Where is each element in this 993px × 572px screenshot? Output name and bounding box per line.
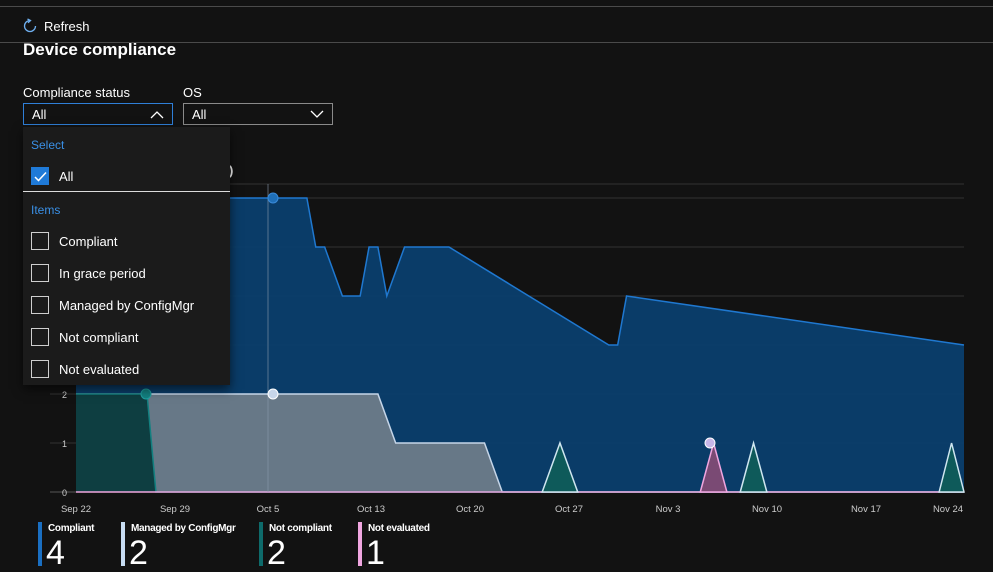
checkbox-in-grace-period[interactable] bbox=[31, 264, 49, 282]
option-compliant[interactable]: Compliant bbox=[31, 231, 118, 251]
area-managed-by-configmgr bbox=[76, 394, 964, 492]
option-label: Managed by ConfigMgr bbox=[59, 297, 195, 313]
compliance-status-label: Compliance status bbox=[23, 85, 130, 100]
line-compliant bbox=[76, 197, 965, 346]
top-divider bbox=[0, 6, 993, 7]
compliance-status-dropdown: Select All Items Compliant In grace peri… bbox=[23, 127, 230, 385]
x-tick-label: Oct 20 bbox=[456, 504, 484, 515]
chart-title-fragment: ) bbox=[229, 163, 233, 178]
x-tick-label: Oct 13 bbox=[357, 504, 385, 515]
hover-point bbox=[140, 388, 152, 400]
toolbar: Refresh bbox=[0, 7, 993, 43]
option-in-grace-period[interactable]: In grace period bbox=[31, 263, 146, 283]
checkbox-compliant[interactable] bbox=[31, 232, 49, 250]
legend-color-bar bbox=[38, 522, 42, 566]
spike-mark bbox=[699, 440, 728, 493]
option-managed-by-configmgr[interactable]: Managed by ConfigMgr bbox=[31, 295, 194, 315]
os-label: OS bbox=[183, 85, 202, 100]
chevron-up-icon bbox=[150, 111, 164, 119]
option-all[interactable]: All bbox=[31, 166, 73, 186]
checkmark-icon bbox=[34, 171, 47, 182]
x-tick-label: Oct 27 bbox=[555, 504, 583, 515]
legend-label: Not evaluated bbox=[368, 523, 430, 534]
dropdown-divider bbox=[23, 191, 230, 192]
spike-mark bbox=[739, 440, 768, 493]
x-tick-label: Nov 17 bbox=[851, 504, 881, 515]
os-value: All bbox=[192, 107, 207, 122]
hover-point bbox=[267, 388, 279, 400]
checkbox-not-evaluated[interactable] bbox=[31, 360, 49, 378]
compliance-status-select[interactable]: All bbox=[23, 103, 173, 125]
select-header: Select bbox=[31, 138, 65, 152]
spike-mark bbox=[541, 440, 579, 493]
legend-label: Compliant bbox=[48, 523, 95, 534]
x-tick-label: Nov 24 bbox=[933, 504, 963, 515]
legend-value: 2 bbox=[129, 534, 148, 572]
checkbox-not-compliant[interactable] bbox=[31, 328, 49, 346]
x-tick-label: Sep 29 bbox=[160, 504, 190, 515]
option-label: Not evaluated bbox=[59, 361, 140, 377]
legend-color-bar bbox=[121, 522, 125, 566]
legend-label: Not compliant bbox=[269, 523, 332, 534]
items-header: Items bbox=[31, 203, 61, 217]
refresh-label: Refresh bbox=[44, 18, 90, 34]
refresh-button[interactable]: Refresh bbox=[22, 16, 90, 36]
option-label: Not compliant bbox=[59, 329, 139, 345]
x-tick-label: Oct 5 bbox=[257, 504, 280, 515]
checkbox-managed-by-configmgr[interactable] bbox=[31, 296, 49, 314]
legend-value: 4 bbox=[46, 534, 65, 572]
option-all-label: All bbox=[59, 168, 74, 184]
hover-point bbox=[704, 437, 716, 449]
spike-mark bbox=[938, 442, 965, 493]
x-tick-label: Nov 10 bbox=[752, 504, 782, 515]
y-tick-label: 1 bbox=[62, 439, 67, 449]
legend-value: 1 bbox=[366, 534, 385, 572]
x-tick-label: Nov 3 bbox=[656, 504, 681, 515]
hover-point bbox=[267, 192, 279, 204]
legend-color-bar bbox=[259, 522, 263, 566]
os-select[interactable]: All bbox=[183, 103, 333, 125]
x-tick-label: Sep 22 bbox=[61, 504, 91, 515]
y-tick-label: 0 bbox=[62, 488, 67, 498]
page-title: Device compliance bbox=[23, 40, 177, 59]
checkbox-all[interactable] bbox=[31, 167, 49, 185]
compliance-status-value: All bbox=[32, 107, 47, 122]
option-label: In grace period bbox=[59, 265, 146, 281]
y-tick-label: 2 bbox=[62, 390, 67, 400]
option-not-evaluated[interactable]: Not evaluated bbox=[31, 359, 139, 379]
legend-color-bar bbox=[358, 522, 362, 566]
option-not-compliant[interactable]: Not compliant bbox=[31, 327, 138, 347]
legend-label: Managed by ConfigMgr bbox=[131, 523, 236, 534]
legend-value: 2 bbox=[267, 534, 286, 572]
option-label: Compliant bbox=[59, 233, 118, 249]
refresh-icon bbox=[23, 18, 37, 33]
chevron-down-icon bbox=[310, 110, 324, 118]
